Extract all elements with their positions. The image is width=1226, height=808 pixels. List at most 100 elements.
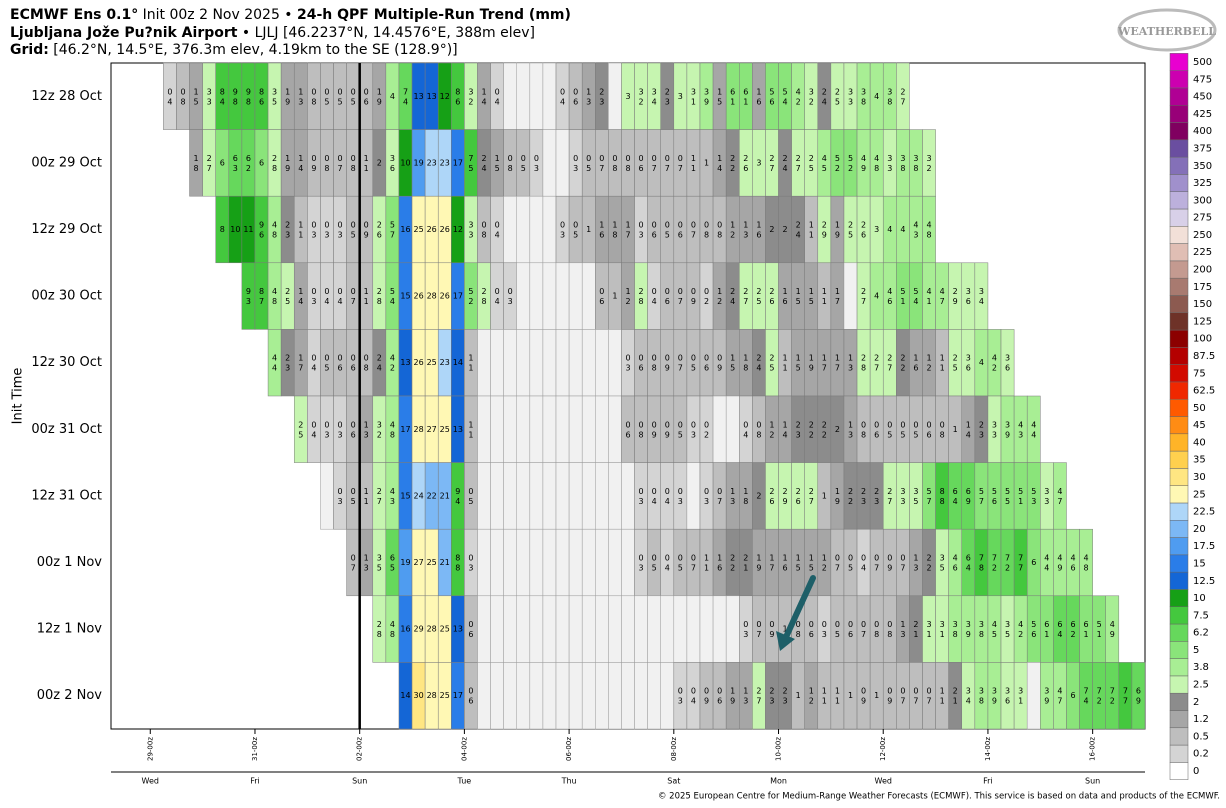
- cell-value: 2.6: [769, 287, 774, 306]
- cell-value: 1.5: [796, 353, 801, 372]
- cell-value: 2: [756, 491, 761, 500]
- empty-cell: [660, 662, 675, 730]
- cell-value: 1.2: [717, 287, 722, 306]
- cell-value: 1.3: [743, 686, 748, 705]
- cell-value: 2.6: [743, 153, 748, 172]
- cell-value: 1.1: [468, 353, 473, 372]
- empty-cell: [490, 595, 504, 663]
- cell-value: 3.3: [468, 220, 473, 239]
- x-tick-label: 16-00z: [1089, 737, 1097, 761]
- empty-cell: [608, 462, 622, 530]
- x-tick-label: 29-00z: [146, 737, 154, 761]
- cell-value: 7.7: [1018, 553, 1023, 572]
- empty-cell: [516, 395, 531, 463]
- cell-value: 1.4: [717, 153, 722, 172]
- colorbar-label: 12.5: [1193, 576, 1215, 587]
- cell-value: 3.9: [704, 87, 709, 106]
- cell-value: 0.3: [338, 486, 343, 505]
- colorbar-label: 175: [1193, 282, 1212, 293]
- cell-value: 7.2: [992, 553, 997, 572]
- cell-value: 4.8: [272, 220, 277, 239]
- cell-value: 1: [953, 425, 958, 434]
- cell-value: 0.7: [678, 153, 683, 172]
- cell-value: 1.1: [704, 553, 709, 572]
- cell-value: 1.3: [364, 420, 369, 439]
- grid-info: Grid: [46.2°N, 14.5°E, 376.3m elev, 4.19…: [10, 42, 458, 58]
- cell-value: 17: [400, 425, 410, 434]
- empty-cell: [568, 528, 583, 597]
- cell-value: 8.6: [259, 87, 264, 106]
- cell-value: 19: [413, 158, 423, 167]
- cell-value: 3.6: [966, 353, 971, 372]
- cell-value: 0.4: [560, 87, 565, 106]
- cell-value: 5.2: [848, 153, 853, 172]
- empty-cell: [608, 62, 622, 130]
- empty-cell: [542, 262, 557, 330]
- cell-value: 0.8: [704, 220, 709, 239]
- cell-value: 2.7: [207, 153, 212, 172]
- cell-value: 1.4: [298, 287, 303, 306]
- cell-value: 0.5: [586, 153, 591, 172]
- row-label: 00z 2 Nov: [37, 688, 103, 703]
- cell-value: 2.7: [861, 287, 866, 306]
- cell-value: 6: [1031, 558, 1036, 567]
- cell-value: 4.9: [861, 153, 866, 172]
- cell-value: 0.7: [861, 620, 866, 639]
- grid-label: Grid:: [10, 42, 49, 58]
- empty-cell: [595, 662, 609, 730]
- cell-value: 6.1: [1084, 620, 1089, 639]
- empty-cell: [529, 329, 544, 397]
- cell-value: 0.5: [351, 486, 356, 505]
- cell-value: 5.6: [992, 486, 997, 505]
- colorbar-box: [1169, 710, 1189, 729]
- cell-value: 0.5: [324, 353, 329, 372]
- cell-value: 23: [440, 358, 450, 367]
- cell-value: 21: [440, 491, 450, 500]
- cell-value: 2.7: [756, 686, 761, 705]
- cell-value: 0.6: [717, 686, 722, 705]
- cell-value: 28: [427, 625, 437, 634]
- cell-value: 6.4: [1057, 620, 1062, 639]
- cell-value: 6.5: [390, 553, 395, 572]
- empty-cell: [568, 462, 583, 530]
- cell-value: 0.3: [639, 553, 644, 572]
- colorbar-label: 375: [1193, 143, 1212, 154]
- colorbar-box: [1169, 226, 1189, 244]
- cell-value: 0.5: [835, 620, 840, 639]
- cell-value: 8.6: [455, 87, 460, 106]
- cell-value: 0.7: [691, 220, 696, 239]
- cell-value: 1.1: [364, 153, 369, 172]
- colorbar-box: [1169, 502, 1189, 521]
- cell-value: 27: [413, 558, 423, 567]
- colorbar-box: [1169, 641, 1189, 659]
- cell-value: 0.8: [311, 87, 316, 106]
- cell-value: 8.8: [455, 553, 460, 572]
- cell-value: 19: [400, 558, 410, 567]
- cell-value: 13: [413, 92, 423, 101]
- cell-value: 0.7: [338, 153, 343, 172]
- empty-cell: [608, 395, 622, 463]
- colorbar-label: 225: [1193, 247, 1212, 258]
- empty-cell: [516, 462, 531, 530]
- cell-value: 1.6: [756, 220, 761, 239]
- colorbar-label: 50: [1193, 403, 1206, 414]
- cell-value: 5.4: [783, 87, 788, 106]
- cell-value: 22: [427, 491, 437, 500]
- cell-value: 0.3: [822, 620, 827, 639]
- cell-value: 0.3: [678, 486, 683, 505]
- cell-value: 2: [377, 158, 382, 167]
- colorbar-label: 3.8: [1193, 662, 1209, 673]
- cell-value: 2.5: [835, 87, 840, 106]
- cell-value: 0.7: [351, 287, 356, 306]
- cell-value: 2.3: [769, 686, 774, 705]
- colorbar-label: 350: [1193, 161, 1212, 172]
- cell-value: 1.4: [966, 420, 971, 439]
- cell-value: 0.6: [338, 353, 343, 372]
- cell-value: 0.5: [521, 153, 526, 172]
- cell-value: 0.3: [560, 220, 565, 239]
- cell-value: 6.1: [730, 87, 735, 106]
- colorbar-box: [1169, 727, 1189, 746]
- cell-value: 5.7: [979, 486, 984, 505]
- empty-cell: [503, 662, 517, 730]
- cell-value: 1.5: [194, 87, 199, 106]
